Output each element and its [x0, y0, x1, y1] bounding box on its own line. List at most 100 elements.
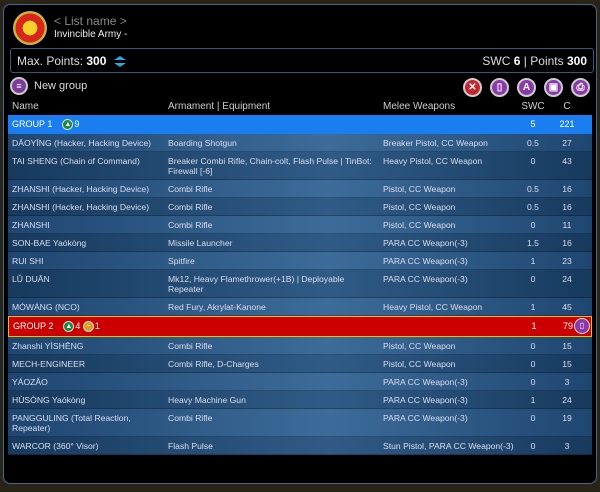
- max-points-label: Max. Points:: [17, 54, 84, 68]
- group-row[interactable]: GROUP 2 ▲ 4 ~1 1 79 ▯: [8, 316, 592, 337]
- unit-row[interactable]: RUI SHI Spitfire PARA CC Weapon(-3) 1 23: [8, 252, 592, 270]
- unit-row[interactable]: DĀOYĪNG (Hacker, Hacking Device) Boarding…: [8, 134, 592, 152]
- unit-row[interactable]: SON-BAE Yaókòng Missile Launcher PARA CC W…: [8, 234, 592, 252]
- melee-weapons: PARA CC Weapon(-3): [383, 395, 468, 405]
- swc-points-summary: SWC 6 | Points 300: [482, 54, 587, 68]
- melee-weapons: PARA CC Weapon(-3): [383, 377, 468, 387]
- unit-row[interactable]: MECH-ENGINEER Combi Rifle, D-Charges Pisto…: [8, 355, 592, 373]
- armament: Combi Rifle: [168, 202, 213, 212]
- cost: 3: [564, 377, 570, 387]
- swc: 0: [530, 377, 536, 387]
- swc: 0: [530, 156, 536, 166]
- cost: 3: [564, 441, 570, 451]
- unit-name: ZHANSHI: [12, 220, 50, 230]
- armament: Spitfire: [168, 256, 195, 266]
- melee-weapons: Breaker Pistol, CC Weapon: [383, 138, 488, 148]
- unit-row[interactable]: ZHANSHI (Hacker, Hacking Device) Combi Ri…: [8, 198, 592, 216]
- group-label: GROUP 1 ▲ 9: [12, 115, 383, 134]
- irregular-order-icon: ~: [82, 321, 94, 333]
- cost: 43: [562, 156, 572, 166]
- melee-weapons: Pistol, CC Weapon: [383, 341, 456, 351]
- unit-row[interactable]: WARCOR (360° Visor) Flash Pulse Stun Pisto…: [8, 437, 592, 455]
- swc: 0: [530, 341, 536, 351]
- unit-name: SON-BAE Yaókòng: [12, 238, 87, 248]
- unit-name: MECH-ENGINEER: [12, 359, 86, 369]
- points-bar: Max. Points: 300 SWC 6 | Points 300: [10, 48, 594, 73]
- cost: 23: [562, 256, 572, 266]
- unit-row[interactable]: PANGGULING (Total Reaction, Repeater) Com…: [8, 409, 592, 437]
- swc: 0.5: [527, 138, 539, 148]
- unit-name: ZHANSHI (Hacker, Hacking Device): [12, 202, 150, 212]
- unit-row[interactable]: HÙSÒNG Yaókòng Heavy Machine Gun PARA CC W…: [8, 391, 592, 409]
- max-points-value[interactable]: 300: [86, 54, 107, 68]
- army-button[interactable]: A: [517, 78, 536, 97]
- unit-name: TAI SHENG (Chain of Command): [12, 156, 140, 166]
- close-button[interactable]: ✕: [463, 78, 482, 97]
- swc: 0: [530, 220, 536, 230]
- save-button[interactable]: ▣: [544, 78, 563, 97]
- armament: Flash Pulse: [168, 441, 213, 451]
- swc: 0.5: [527, 184, 539, 194]
- swc: 0: [530, 413, 536, 423]
- unit-name: DĀOYĪNG (Hacker, Hacking Device): [12, 138, 151, 148]
- armament: Combi Rifle: [168, 341, 213, 351]
- unit-name: ZHANSHI (Hacker, Hacking Device): [12, 184, 150, 194]
- list-header-area: < List name > Invincible Army - Max. Poi…: [4, 5, 596, 115]
- melee-weapons: Pistol, CC Weapon: [383, 220, 456, 230]
- melee-weapons: Heavy Pistol, CC Weapon: [383, 156, 483, 166]
- melee-weapons: Pistol, CC Weapon: [383, 202, 456, 212]
- new-group-button[interactable]: ≡ New group: [10, 77, 87, 95]
- unit-row[interactable]: Zhanshi YÌSHĒNG Combi Rifle Pistol, CC Wea…: [8, 337, 592, 355]
- armament: Heavy Machine Gun: [168, 395, 246, 405]
- swc: 0: [530, 274, 536, 284]
- melee-weapons: Pistol, CC Weapon: [383, 359, 456, 369]
- unit-name: YÁOZĂO: [12, 377, 48, 387]
- melee-weapons: Pistol, CC Weapon: [383, 184, 456, 194]
- melee-weapons: Stun Pistol, PARA CC Weapon(-3): [383, 441, 514, 451]
- group-swc: 1: [531, 321, 537, 331]
- print-button[interactable]: ⎙: [571, 78, 590, 97]
- armament: Missile Launcher: [168, 238, 233, 248]
- unit-row[interactable]: MÓWÁNG (NCO) Red Fury, Akrylat-Kanone Heav…: [8, 298, 592, 316]
- group-name: GROUP 1: [12, 119, 53, 129]
- swc: 1: [530, 395, 536, 405]
- cost: 27: [562, 138, 572, 148]
- swc: 1: [530, 302, 536, 312]
- armament: Red Fury, Akrylat-Kanone: [168, 302, 266, 312]
- unit-row[interactable]: YÁOZĂO PARA CC Weapon(-3) 0 3: [8, 373, 592, 391]
- col-armament: Armament | Equipment: [168, 101, 271, 112]
- cost: 19: [562, 413, 572, 423]
- swc: 0.5: [527, 202, 539, 212]
- unit-name: PANGGULING (Total Reaction, Repeater): [12, 413, 131, 433]
- army-name: Invincible Army -: [54, 29, 128, 40]
- cost: 15: [562, 341, 572, 351]
- unit-name: LǓ DUĀN: [12, 274, 50, 284]
- col-swc: SWC: [521, 101, 545, 112]
- group-row[interactable]: GROUP 1 ▲ 9 5 221: [8, 115, 592, 134]
- armament: Combi Rifle: [168, 184, 213, 194]
- col-name: Name: [12, 101, 39, 112]
- trash-button[interactable]: ▯: [490, 78, 509, 97]
- unit-row[interactable]: LǓ DUĀN Mk12, Heavy Flamethrower(+1B) | D…: [8, 270, 592, 298]
- unit-row[interactable]: TAI SHENG (Chain of Command) Breaker Comb…: [8, 152, 592, 180]
- unit-name: HÙSÒNG Yaókòng: [12, 395, 86, 405]
- cost: 24: [562, 274, 572, 284]
- list-name-field[interactable]: < List name >: [54, 14, 127, 28]
- unit-row[interactable]: ZHANSHI Combi Rifle Pistol, CC Weapon 0 11: [8, 216, 592, 234]
- up-down-stepper-icon[interactable]: [113, 55, 127, 68]
- cost: 16: [562, 184, 572, 194]
- order-count: 4: [75, 321, 81, 331]
- cost: 24: [562, 395, 572, 405]
- order-count: 9: [74, 119, 80, 129]
- delete-group-button[interactable]: ▯: [574, 318, 590, 334]
- melee-weapons: Heavy Pistol, CC Weapon: [383, 302, 483, 312]
- cost: 16: [562, 202, 572, 212]
- armament: Breaker Combi Rifle, Chain-colt, Flash P…: [168, 156, 372, 176]
- armament: Mk12, Heavy Flamethrower(+1B) | Deployab…: [168, 274, 345, 294]
- cost: 45: [562, 302, 572, 312]
- swc-value: 6: [513, 54, 521, 68]
- group-label: GROUP 2 ▲ 4 ~1: [13, 317, 384, 336]
- swc: 1: [530, 256, 536, 266]
- unit-row[interactable]: ZHANSHI (Hacker, Hacking Device) Combi Ri…: [8, 180, 592, 198]
- faction-logo: [13, 11, 47, 45]
